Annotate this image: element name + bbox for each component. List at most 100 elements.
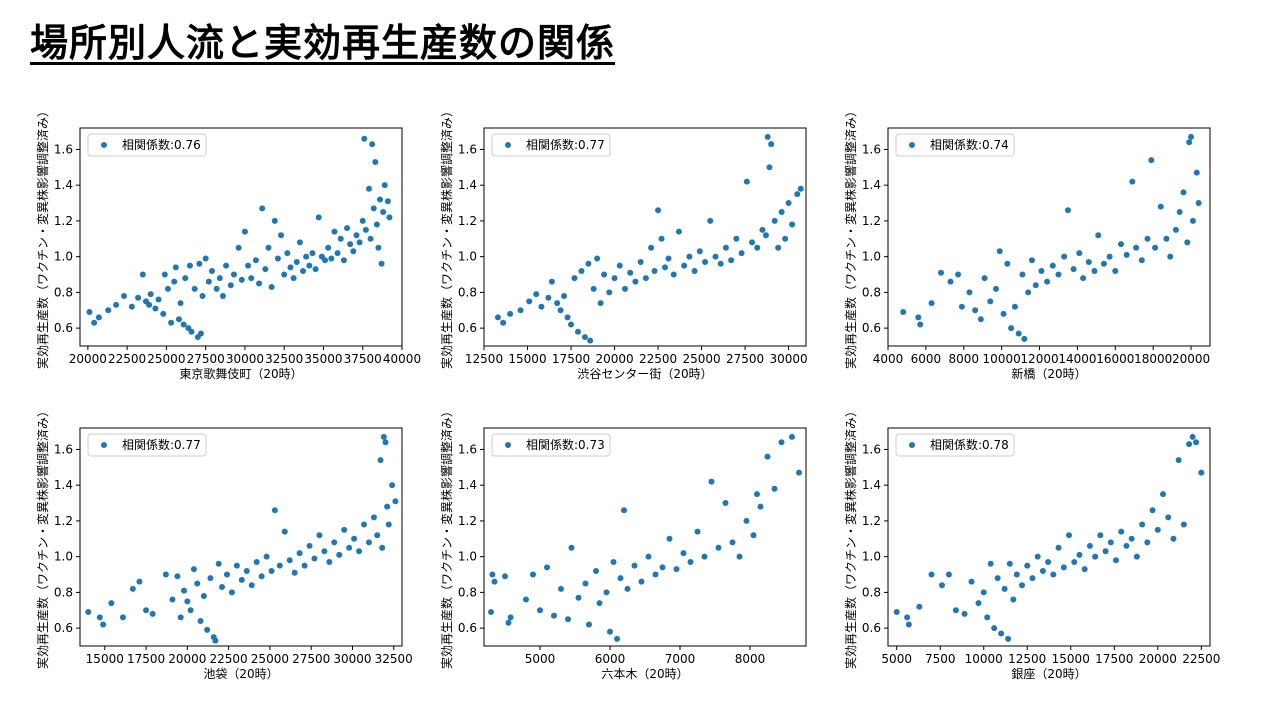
data-point: [136, 578, 143, 585]
x-axis-label: 銀座（20時）: [1011, 666, 1086, 681]
data-point: [1086, 542, 1093, 549]
y-axis-label: 実効再生産数（ワクチン・変異株影響調整済み）: [439, 105, 454, 369]
data-point: [526, 298, 533, 305]
x-tick-label: 20000: [69, 352, 107, 366]
x-tick-label: 4000: [873, 352, 904, 366]
data-point: [701, 553, 708, 560]
data-point: [1028, 257, 1035, 264]
data-point: [1186, 139, 1193, 146]
y-tick-label: 0.6: [458, 621, 477, 635]
x-tick-label: 17500: [127, 652, 165, 666]
x-tick-label: 27500: [292, 652, 330, 666]
data-point: [268, 284, 275, 291]
data-point: [505, 619, 512, 626]
x-tick-label: 15000: [508, 352, 546, 366]
data-point: [938, 269, 945, 276]
y-tick-label: 1.0: [54, 250, 73, 264]
x-axis-label: 六本木（20時）: [601, 667, 688, 681]
data-point: [1013, 571, 1020, 578]
data-point: [491, 578, 498, 585]
plot-frame: [483, 127, 807, 347]
data-point: [916, 603, 923, 610]
data-point: [707, 217, 714, 224]
data-point: [367, 235, 374, 242]
x-tick-label: 10000: [983, 352, 1021, 366]
data-point: [789, 433, 795, 440]
data-point: [987, 298, 994, 305]
data-point: [309, 250, 316, 257]
data-point: [568, 321, 575, 328]
data-point: [381, 182, 388, 189]
data-point: [161, 271, 168, 278]
data-point: [712, 253, 719, 260]
data-point: [1050, 571, 1057, 578]
data-point: [1100, 260, 1107, 267]
data-point: [749, 239, 756, 246]
y-tick-label: 0.8: [458, 285, 477, 299]
data-point: [1071, 559, 1078, 566]
y-tick-label: 1.6: [458, 442, 477, 456]
data-point: [1148, 157, 1155, 164]
data-point: [365, 539, 372, 546]
data-point: [762, 232, 769, 239]
x-tick-label: 14000: [1058, 352, 1096, 366]
data-point: [708, 478, 715, 485]
x-axis-label: 渋谷センター街（20時）: [577, 367, 712, 381]
data-point: [548, 278, 555, 285]
data-point: [545, 294, 552, 301]
data-point: [666, 535, 673, 542]
data-point: [900, 309, 907, 316]
legend-label: 相関係数:0.74: [930, 137, 1009, 152]
data-point: [655, 207, 662, 214]
data-point: [1021, 335, 1028, 342]
data-point: [696, 248, 703, 255]
data-point: [1001, 585, 1008, 592]
data-point: [981, 275, 988, 282]
data-point: [1138, 257, 1145, 264]
y-tick-label: 1.2: [458, 214, 477, 228]
data-point: [200, 592, 207, 599]
data-point: [1024, 562, 1031, 569]
data-point: [369, 141, 376, 148]
data-point: [384, 198, 391, 205]
data-point: [631, 562, 638, 569]
data-point: [205, 278, 212, 285]
data-point: [991, 625, 998, 632]
data-point: [597, 300, 604, 307]
data-point: [1060, 564, 1067, 571]
plot-frame: [79, 427, 403, 647]
data-point: [96, 614, 103, 621]
data-point: [105, 307, 112, 314]
data-point: [186, 262, 193, 269]
legend-box: [491, 433, 611, 457]
data-point: [523, 596, 529, 603]
data-point: [494, 314, 501, 321]
data-point: [233, 562, 240, 569]
data-point: [1184, 239, 1191, 246]
data-point: [265, 244, 272, 251]
data-point: [601, 271, 608, 278]
x-tick-label: 27500: [187, 352, 225, 366]
data-point: [968, 578, 975, 585]
data-point: [686, 253, 693, 260]
legend-box: [87, 433, 207, 457]
y-tick-label: 1.6: [862, 142, 881, 156]
data-point: [1092, 553, 1099, 560]
data-point: [337, 235, 344, 242]
data-point: [139, 271, 146, 278]
x-tick-label: 10000: [965, 652, 1003, 666]
data-point: [728, 257, 735, 264]
x-tick-label: 6000: [595, 652, 626, 666]
data-point: [1000, 310, 1007, 317]
data-point: [213, 285, 220, 292]
data-point: [658, 235, 665, 242]
data-point: [507, 310, 514, 317]
data-point: [95, 314, 102, 321]
data-point: [284, 250, 291, 257]
y-tick-label: 1.6: [54, 142, 73, 156]
data-point: [1015, 330, 1022, 337]
data-point: [1149, 507, 1156, 514]
data-point: [146, 301, 153, 308]
data-point: [754, 244, 761, 251]
